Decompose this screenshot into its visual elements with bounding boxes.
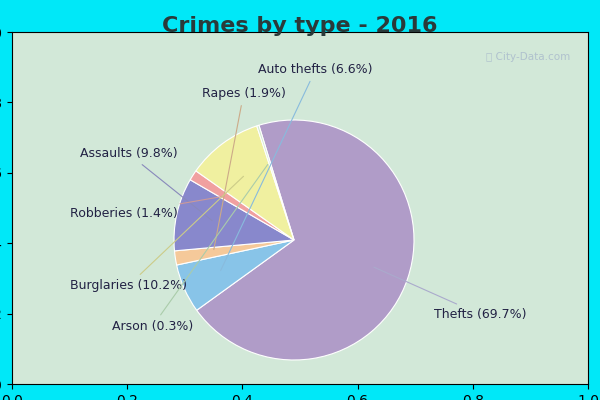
Wedge shape (176, 240, 294, 310)
Wedge shape (190, 171, 294, 240)
Wedge shape (175, 240, 294, 265)
Text: Arson (0.3%): Arson (0.3%) (112, 164, 268, 333)
Text: Rapes (1.9%): Rapes (1.9%) (202, 87, 286, 250)
Wedge shape (196, 126, 294, 240)
Text: Auto thefts (6.6%): Auto thefts (6.6%) (221, 63, 373, 270)
Text: Assaults (9.8%): Assaults (9.8%) (80, 147, 212, 221)
Text: ⓘ City-Data.com: ⓘ City-Data.com (486, 52, 570, 62)
Wedge shape (174, 180, 294, 251)
Wedge shape (197, 120, 414, 360)
Text: Crimes by type - 2016: Crimes by type - 2016 (162, 16, 438, 36)
Text: Burglaries (10.2%): Burglaries (10.2%) (70, 176, 244, 292)
Text: Thefts (69.7%): Thefts (69.7%) (374, 267, 526, 321)
Wedge shape (257, 125, 294, 240)
Text: Robberies (1.4%): Robberies (1.4%) (70, 196, 223, 220)
